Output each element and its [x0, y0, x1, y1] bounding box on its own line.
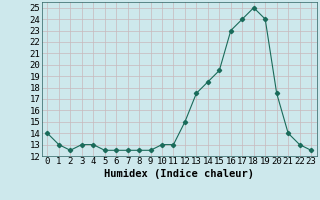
X-axis label: Humidex (Indice chaleur): Humidex (Indice chaleur) — [104, 169, 254, 179]
